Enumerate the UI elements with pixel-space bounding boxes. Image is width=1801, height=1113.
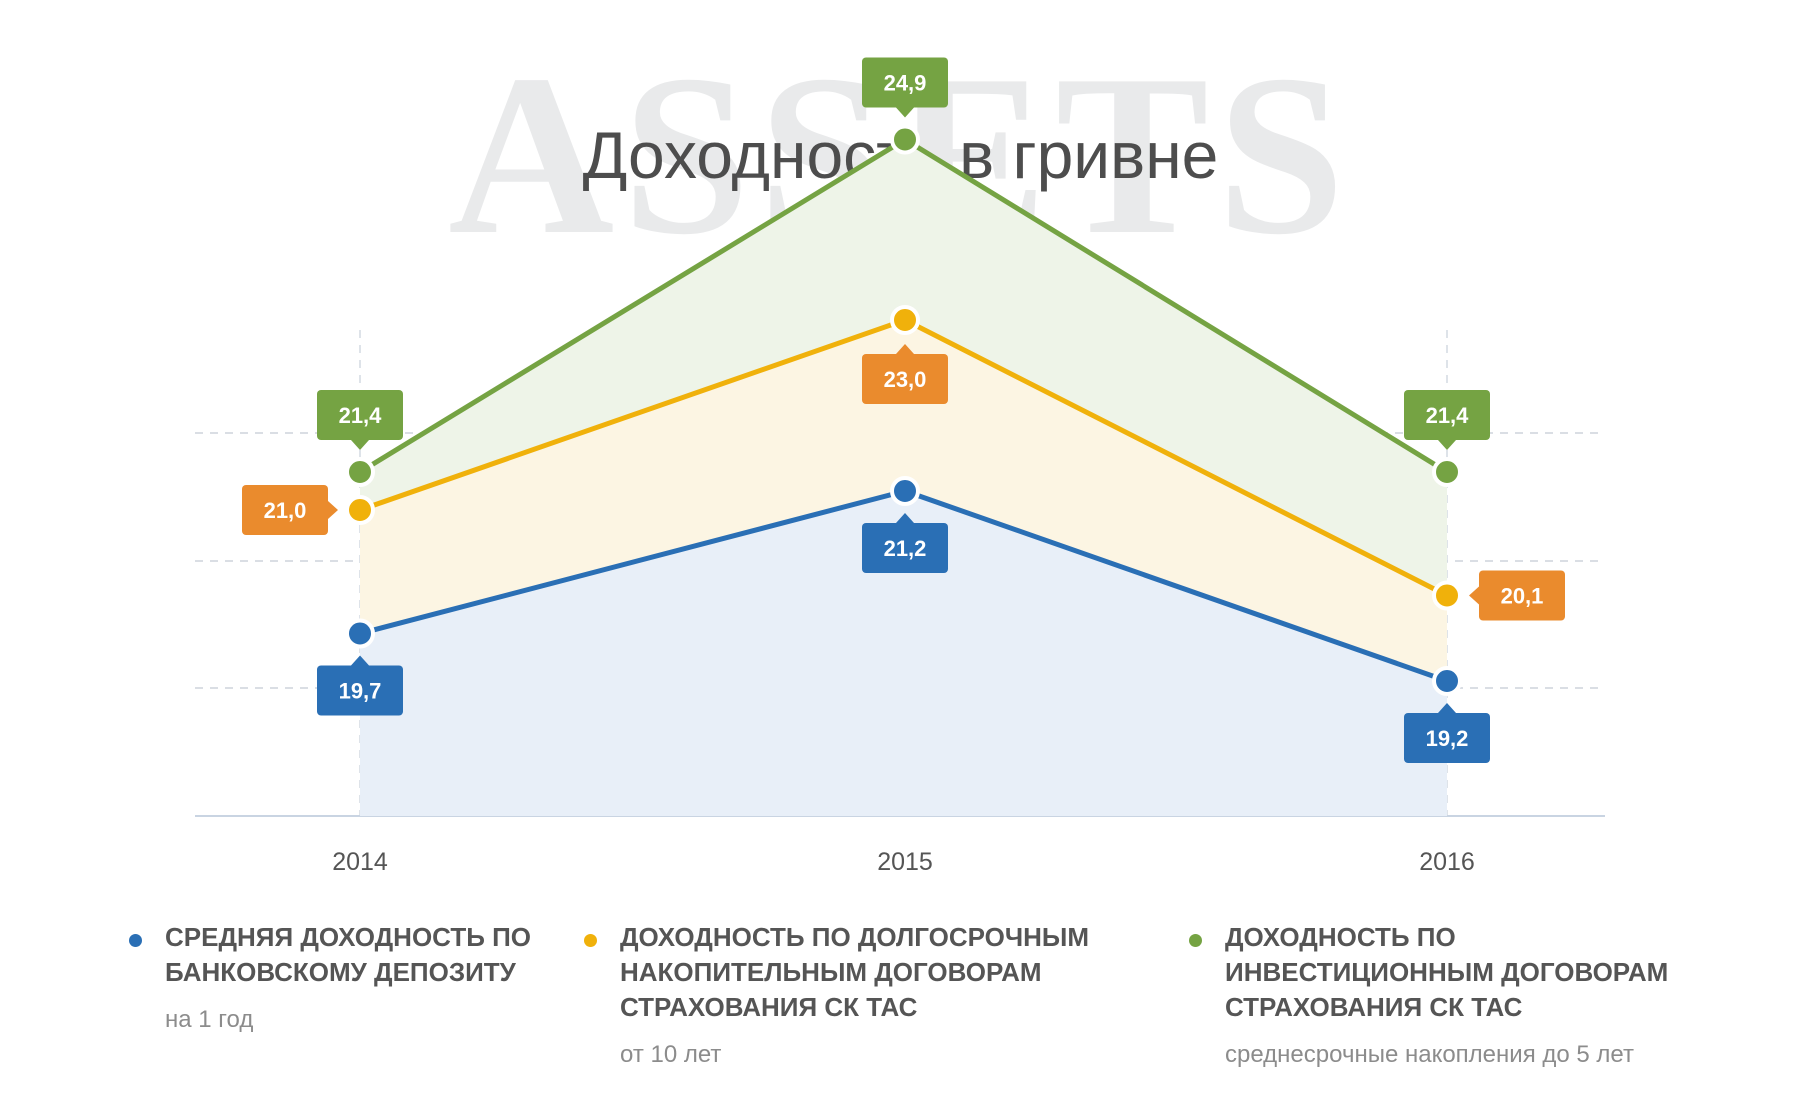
data-label-box — [862, 354, 948, 404]
legend-sublabel: на 1 год — [165, 1006, 254, 1033]
data-label-box — [862, 57, 948, 108]
data-point-green — [890, 124, 920, 155]
data-label-box — [1404, 713, 1490, 763]
data-point-orange — [890, 305, 920, 335]
data-label-pointer — [896, 513, 914, 523]
legend-dot-orange — [584, 934, 597, 947]
data-point-green — [345, 457, 375, 487]
data-label-text: 24,9 — [884, 71, 927, 96]
x-tick-label: 2016 — [1419, 848, 1475, 876]
data-point-blue — [1432, 666, 1462, 696]
legend-sublabel: среднесрочные накопления до 5 лет — [1225, 1041, 1634, 1068]
data-label-pointer — [1469, 586, 1479, 605]
data-label-green: 21,4 — [1404, 390, 1490, 450]
data-label-tags: 21,4 21,0 19,7 24,9 23,0 21,2 21,4 20,1 19,2 — [242, 57, 1565, 763]
data-label-box — [317, 390, 403, 440]
data-label-text: 19,7 — [339, 679, 382, 704]
data-label-pointer — [351, 655, 369, 666]
legend-sublabel: от 10 лет — [620, 1041, 722, 1068]
chart-points — [345, 124, 1462, 696]
data-label-text: 19,2 — [1426, 726, 1469, 751]
data-point-blue — [345, 618, 375, 649]
data-label-pointer — [896, 344, 914, 354]
data-label-blue: 19,7 — [317, 655, 403, 716]
data-label-green: 24,9 — [862, 57, 948, 118]
data-point-blue — [890, 476, 920, 506]
data-label-text: 23,0 — [884, 367, 927, 392]
line-area-chart: 21,4 21,0 19,7 24,9 23,0 21,2 21,4 20,1 19,2 201… — [195, 57, 1605, 876]
data-label-blue: 21,2 — [862, 513, 948, 573]
data-label-pointer — [896, 107, 914, 118]
data-label-pointer — [351, 440, 369, 450]
data-label-blue: 19,2 — [1404, 703, 1490, 763]
legend-item-long-term: ДОХОДНОСТЬ ПО ДОЛГОСРОЧНЫМ НАКОПИТЕЛЬНЫМ… — [584, 920, 1090, 1069]
data-label-text: 21,4 — [1426, 403, 1470, 428]
data-label-box — [1404, 390, 1490, 440]
legend-item-bank-deposit: СРЕДНЯЯ ДОХОДНОСТЬ ПО БАНКОВСКОМУ ДЕПОЗИ… — [129, 920, 625, 1034]
data-label-text: 21,4 — [339, 403, 383, 428]
data-label-text: 20,1 — [1501, 584, 1544, 609]
legend-label: ДОХОДНОСТЬ ПО ДОЛГОСРОЧНЫМ НАКОПИТЕЛЬНЫМ… — [620, 922, 1090, 1022]
x-axis-ticks: 2014 2015 2016 — [332, 848, 1475, 876]
legend-label: СРЕДНЯЯ ДОХОДНОСТЬ ПО БАНКОВСКОМУ ДЕПОЗИ… — [165, 922, 532, 987]
data-label-pointer — [1438, 440, 1456, 450]
data-point-orange — [345, 495, 375, 525]
data-label-orange: 23,0 — [862, 344, 948, 404]
legend-dot-blue — [129, 934, 142, 947]
data-label-orange: 20,1 — [1469, 570, 1565, 621]
data-label-box — [317, 665, 403, 716]
area-blue-band — [360, 491, 1447, 816]
data-label-text: 21,0 — [264, 498, 307, 523]
data-point-green — [1432, 457, 1462, 487]
x-tick-label: 2015 — [877, 848, 933, 876]
data-label-pointer — [328, 501, 338, 519]
legend-dot-green — [1189, 934, 1202, 947]
data-label-orange: 21,0 — [242, 485, 338, 535]
data-label-box — [1479, 570, 1565, 621]
legend-label: ДОХОДНОСТЬ ПО ИНВЕСТИЦИОННЫМ ДОГОВОРАМ С… — [1225, 922, 1669, 1022]
x-tick-label: 2014 — [332, 848, 388, 876]
data-point-orange — [1432, 580, 1462, 611]
area-green-band — [360, 139, 1447, 596]
data-label-green: 21,4 — [317, 390, 403, 450]
data-label-box — [242, 485, 328, 535]
legend-item-investment: ДОХОДНОСТЬ ПО ИНВЕСТИЦИОННЫМ ДОГОВОРАМ С… — [1189, 920, 1695, 1069]
data-label-text: 21,2 — [884, 536, 927, 561]
data-label-pointer — [1438, 703, 1456, 713]
data-label-box — [862, 523, 948, 573]
